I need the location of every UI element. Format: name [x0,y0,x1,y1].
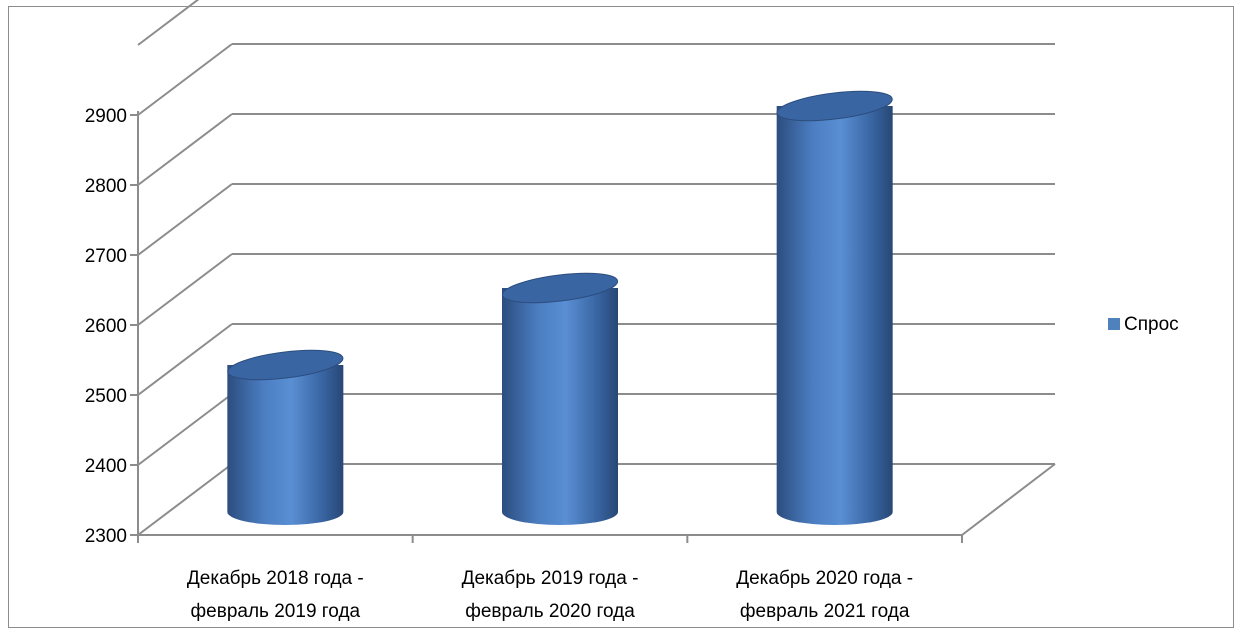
gridlines [137,0,1055,536]
bar-cylinder-top [501,272,619,304]
y-tick-label: 2600 [85,316,127,337]
x-category-label: Декабрь 2018 года - [187,568,364,589]
gridline-side [137,323,233,396]
bar-cylinder-top [227,349,344,381]
legend: Спрос [1108,314,1179,335]
gridline-side [137,183,233,256]
y-tick-label: 2700 [85,246,127,267]
axes [130,111,1056,543]
x-tick-labels: Декабрь 2018 года - февраль 2019 года Дека… [187,568,913,622]
bar-cylinder-body [227,365,344,525]
x-category-label: февраль 2021 года [740,601,910,622]
y-tick-label: 2800 [85,176,127,197]
y-tick-label: 2900 [85,106,127,127]
gridline-side [137,43,233,116]
bar-cylinder-body [502,288,618,525]
bar-cylinder-body [776,106,893,525]
y-tick-label: 2500 [85,386,127,407]
y-tick-label: 2300 [85,526,127,547]
chart-frame [8,6,1234,628]
bars [227,90,893,525]
gridline-side [137,0,200,46]
gridline-side [137,393,233,466]
x-category-label: февраль 2019 года [191,601,361,622]
gridline-side [137,253,233,326]
y-tick-labels: 2300 2400 2500 2600 2700 2800 2900 [85,106,127,547]
bar-cylinder-top [776,90,893,122]
floor-right-edge [961,463,1056,536]
legend-label: Спрос [1124,314,1179,335]
x-category-label: Декабрь 2019 года - [462,568,639,589]
x-category-label: февраль 2020 года [465,601,635,622]
gridline-side [137,463,233,536]
x-category-label: Декабрь 2020 года - [736,568,913,589]
legend-swatch [1108,318,1120,330]
gridline-side [137,113,233,186]
y-tick-label: 2400 [85,456,127,477]
